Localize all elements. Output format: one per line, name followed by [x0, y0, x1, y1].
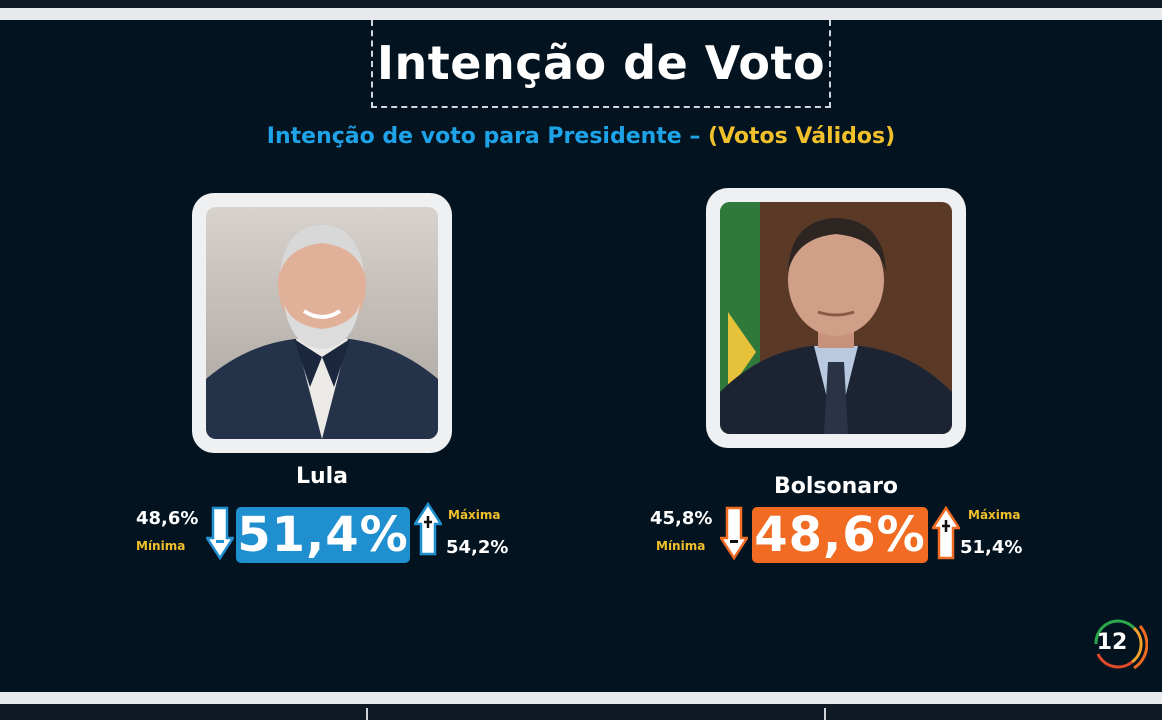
max-label-lula: Máxima [448, 508, 501, 522]
arrow-down-icon [206, 506, 234, 560]
subtitle-qualifier: (Votos Válidos) [708, 124, 896, 149]
candidate-name-lula: Lula [295, 464, 349, 489]
min-value-lula: 48,6% [136, 508, 199, 529]
arrow-down-icon [720, 506, 748, 560]
min-value-bolsonaro: 45,8% [650, 508, 713, 529]
page-title: Intenção de Voto [376, 36, 826, 90]
channel-12-logo-icon [1094, 619, 1148, 670]
bottom-frame [0, 704, 1162, 720]
bottom-band [0, 692, 1162, 704]
min-label-lula: Mínima [136, 539, 186, 553]
channel-logo-text: 12 [1096, 630, 1128, 655]
bottom-tick-left [366, 708, 368, 720]
min-label-bolsonaro: Mínima [656, 539, 706, 553]
arrow-up-icon [932, 506, 960, 560]
candidate-name-bolsonaro: Bolsonaro [773, 474, 899, 499]
max-value-lula: 54,2% [446, 537, 509, 558]
title-box: Intenção de Voto [371, 20, 831, 108]
top-frame [0, 0, 1162, 10]
percent-badge-bolsonaro: 48,6% [752, 507, 928, 563]
subtitle: Intenção de voto para Presidente – (Voto… [0, 124, 1162, 149]
main-panel [0, 20, 1162, 692]
percent-badge-lula: 51,4% [236, 507, 410, 563]
candidate-photo-lula [206, 207, 438, 439]
candidate-photo-frame-bolsonaro [706, 188, 966, 448]
max-value-bolsonaro: 51,4% [960, 537, 1023, 558]
subtitle-main: Intenção de voto para Presidente – [266, 124, 709, 149]
arrow-up-icon [414, 502, 442, 556]
bottom-tick-right [824, 708, 826, 720]
top-band [0, 8, 1162, 20]
candidate-photo-frame-lula [192, 193, 452, 453]
max-label-bolsonaro: Máxima [968, 508, 1021, 522]
candidate-photo-bolsonaro [720, 202, 952, 434]
